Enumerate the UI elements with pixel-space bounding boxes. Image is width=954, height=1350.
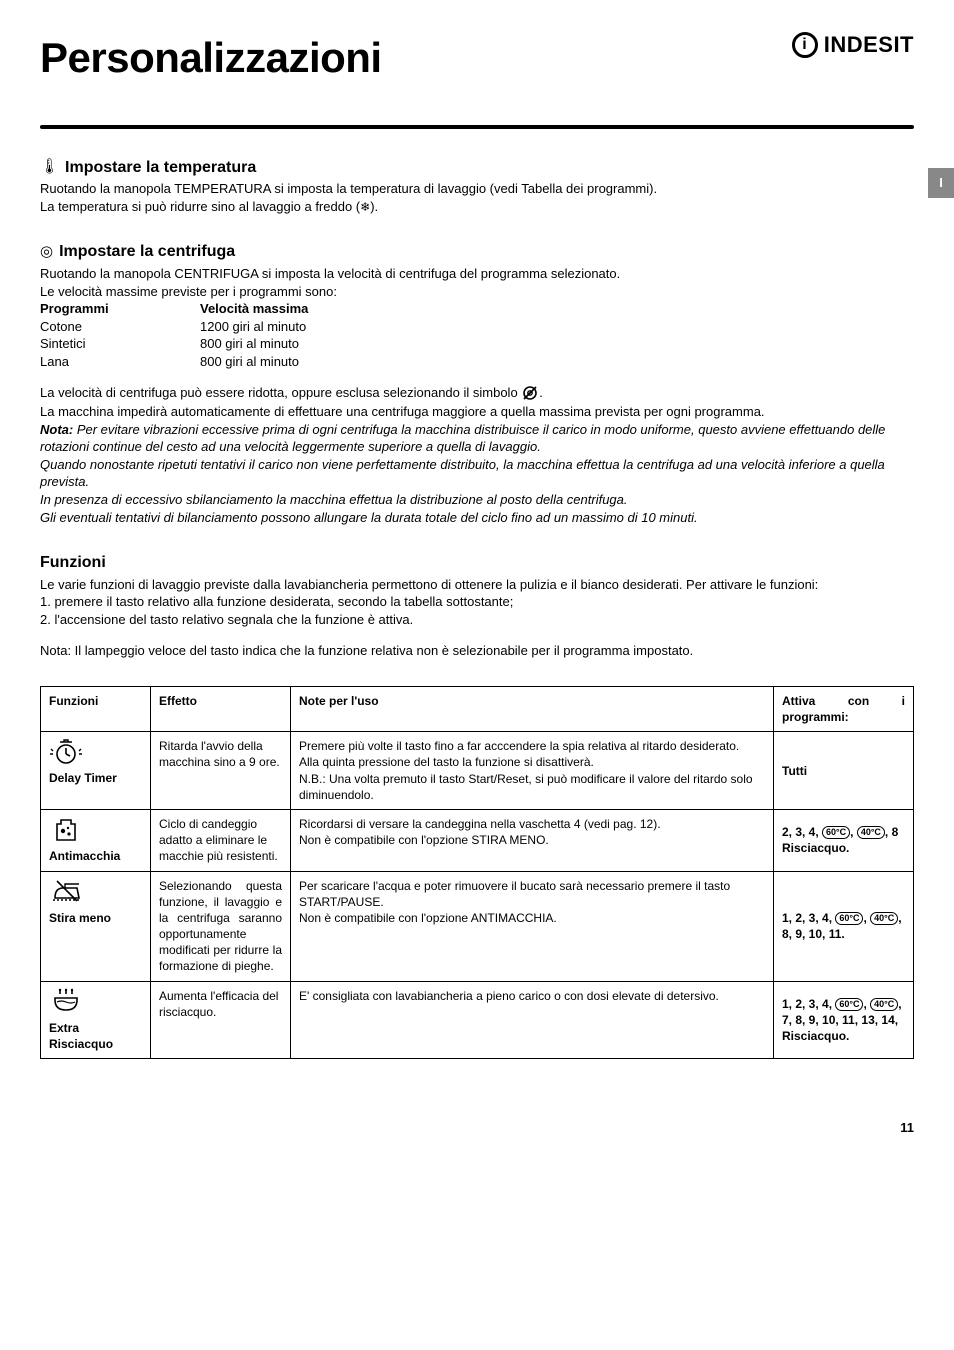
page-header: Personalizzazioni i INDESIT bbox=[40, 30, 914, 87]
delay-prog: Tutti bbox=[774, 732, 914, 810]
fn-cell-delay: Delay Timer bbox=[41, 732, 151, 810]
functions-section: Funzioni Le varie funzioni di lavaggio p… bbox=[40, 552, 914, 660]
badge-60: 60°C bbox=[822, 826, 850, 839]
stirameno-icon bbox=[49, 895, 85, 909]
fn-cell-extra: Extra Risciacquo bbox=[41, 981, 151, 1059]
temp-line2: La temperatura si può ridurre sino al la… bbox=[40, 198, 914, 216]
speed-row-lana: Lana 800 giri al minuto bbox=[40, 353, 914, 371]
functions-note: Nota: Il lampeggio veloce del tasto indi… bbox=[40, 642, 914, 660]
spin-note3: In presenza di eccessivo sbilanciamento … bbox=[40, 491, 914, 509]
th-velocita: Velocità massima bbox=[200, 300, 914, 318]
spin-reduce: La velocità di centrifuga può essere rid… bbox=[40, 384, 914, 403]
speed-row-sintetici: Sintetici 800 giri al minuto bbox=[40, 335, 914, 353]
stirameno-effect: Selezionando questa funzione, il lavaggi… bbox=[151, 871, 291, 981]
no-spin-icon bbox=[521, 384, 539, 403]
stirameno-label: Stira meno bbox=[49, 910, 142, 926]
th-funzioni: Funzioni bbox=[41, 686, 151, 731]
extra-note: E' consigliata con lavabiancheria a pien… bbox=[291, 981, 774, 1059]
functions-heading: Funzioni bbox=[40, 552, 914, 574]
spin-icon: ◎ bbox=[40, 242, 53, 262]
extra-label: Extra Risciacquo bbox=[49, 1020, 142, 1052]
functions-intro: Le varie funzioni di lavaggio previste d… bbox=[40, 576, 914, 594]
functions-step1: 1. premere il tasto relativo alla funzio… bbox=[40, 593, 914, 611]
spin-heading-text: Impostare la centrifuga bbox=[59, 241, 235, 263]
brand-logo: i INDESIT bbox=[792, 30, 914, 60]
speed-row-cotone: Cotone 1200 giri al minuto bbox=[40, 318, 914, 336]
spin-intro: Ruotando la manopola CENTRIFUGA si impos… bbox=[40, 265, 914, 283]
spin-section: ◎ Impostare la centrifuga Ruotando la ma… bbox=[40, 241, 914, 526]
delay-label: Delay Timer bbox=[49, 770, 142, 786]
functions-step2: 2. l'accensione del tasto relativo segna… bbox=[40, 611, 914, 629]
antimacchia-icon bbox=[49, 833, 83, 847]
header-divider bbox=[40, 125, 914, 129]
speed-table-header: Programmi Velocità massima bbox=[40, 300, 914, 318]
spin-heading: ◎ Impostare la centrifuga bbox=[40, 241, 914, 263]
spin-note4: Gli eventuali tentativi di bilanciamento… bbox=[40, 509, 914, 527]
page-title: Personalizzazioni bbox=[40, 30, 382, 87]
snowflake-icon: ❄ bbox=[360, 200, 370, 214]
temperature-heading: 🌡 Impostare la temperatura bbox=[40, 157, 914, 179]
extra-prog: 1, 2, 3, 4, 60°C, 40°C, 7, 8, 9, 10, 11,… bbox=[774, 981, 914, 1059]
th-effetto: Effetto bbox=[151, 686, 291, 731]
badge-60: 60°C bbox=[835, 998, 863, 1011]
antimacchia-label: Antimacchia bbox=[49, 848, 142, 864]
badge-40: 40°C bbox=[857, 826, 885, 839]
spin-note2: Quando nonostante ripetuti tentativi il … bbox=[40, 456, 914, 491]
antimacchia-effect: Ciclo di candeggio adatto a eliminare le… bbox=[151, 809, 291, 871]
thermometer-icon: 🌡 bbox=[40, 157, 59, 177]
stirameno-prog: 1, 2, 3, 4, 60°C, 40°C, 8, 9, 10, 11. bbox=[774, 871, 914, 981]
delay-timer-icon bbox=[49, 755, 83, 769]
delay-note: Premere più volte il tasto fino a far ac… bbox=[291, 732, 774, 810]
table-header-row: Funzioni Effetto Note per l'uso Attiva c… bbox=[41, 686, 914, 731]
antimacchia-note: Ricordarsi di versare la candeggina nell… bbox=[291, 809, 774, 871]
spin-limit: La macchina impedirà automaticamente di … bbox=[40, 403, 914, 421]
extra-effect: Aumenta l'efficacia del risciacquo. bbox=[151, 981, 291, 1059]
table-row-antimacchia: Antimacchia Ciclo di candeggio adatto a … bbox=[41, 809, 914, 871]
th-programmi: Programmi bbox=[40, 300, 200, 318]
page-number: 11 bbox=[40, 1119, 914, 1137]
functions-table: Funzioni Effetto Note per l'uso Attiva c… bbox=[40, 686, 914, 1059]
badge-40: 40°C bbox=[870, 912, 898, 925]
temperature-heading-text: Impostare la temperatura bbox=[65, 157, 256, 179]
brand-text: INDESIT bbox=[824, 30, 914, 60]
temperature-section: 🌡 Impostare la temperatura Ruotando la m… bbox=[40, 157, 914, 216]
spin-intro2: Le velocità massime previste per i progr… bbox=[40, 283, 914, 301]
stirameno-note: Per scaricare l'acqua e poter rimuovere … bbox=[291, 871, 774, 981]
th-attiva: Attiva con i programmi: bbox=[774, 686, 914, 731]
antimacchia-prog: 2, 3, 4, 60°C, 40°C, 8 Risciacquo. bbox=[774, 809, 914, 871]
table-row-extra: Extra Risciacquo Aumenta l'efficacia del… bbox=[41, 981, 914, 1059]
extra-risciacquo-icon bbox=[49, 1005, 83, 1019]
brand-icon: i bbox=[792, 32, 818, 58]
table-row-delay: Delay Timer Ritarda l'avvio della macchi… bbox=[41, 732, 914, 810]
temp-line1: Ruotando la manopola TEMPERATURA si impo… bbox=[40, 180, 914, 198]
table-row-stirameno: Stira meno Selezionando questa funzione,… bbox=[41, 871, 914, 981]
fn-cell-antimacchia: Antimacchia bbox=[41, 809, 151, 871]
delay-effect: Ritarda l'avvio della macchina sino a 9 … bbox=[151, 732, 291, 810]
fn-cell-stirameno: Stira meno bbox=[41, 871, 151, 981]
th-note: Note per l'uso bbox=[291, 686, 774, 731]
spin-note1: Nota: Per evitare vibrazioni eccessive p… bbox=[40, 421, 914, 456]
badge-40: 40°C bbox=[870, 998, 898, 1011]
language-tab: I bbox=[928, 168, 954, 198]
badge-60: 60°C bbox=[835, 912, 863, 925]
